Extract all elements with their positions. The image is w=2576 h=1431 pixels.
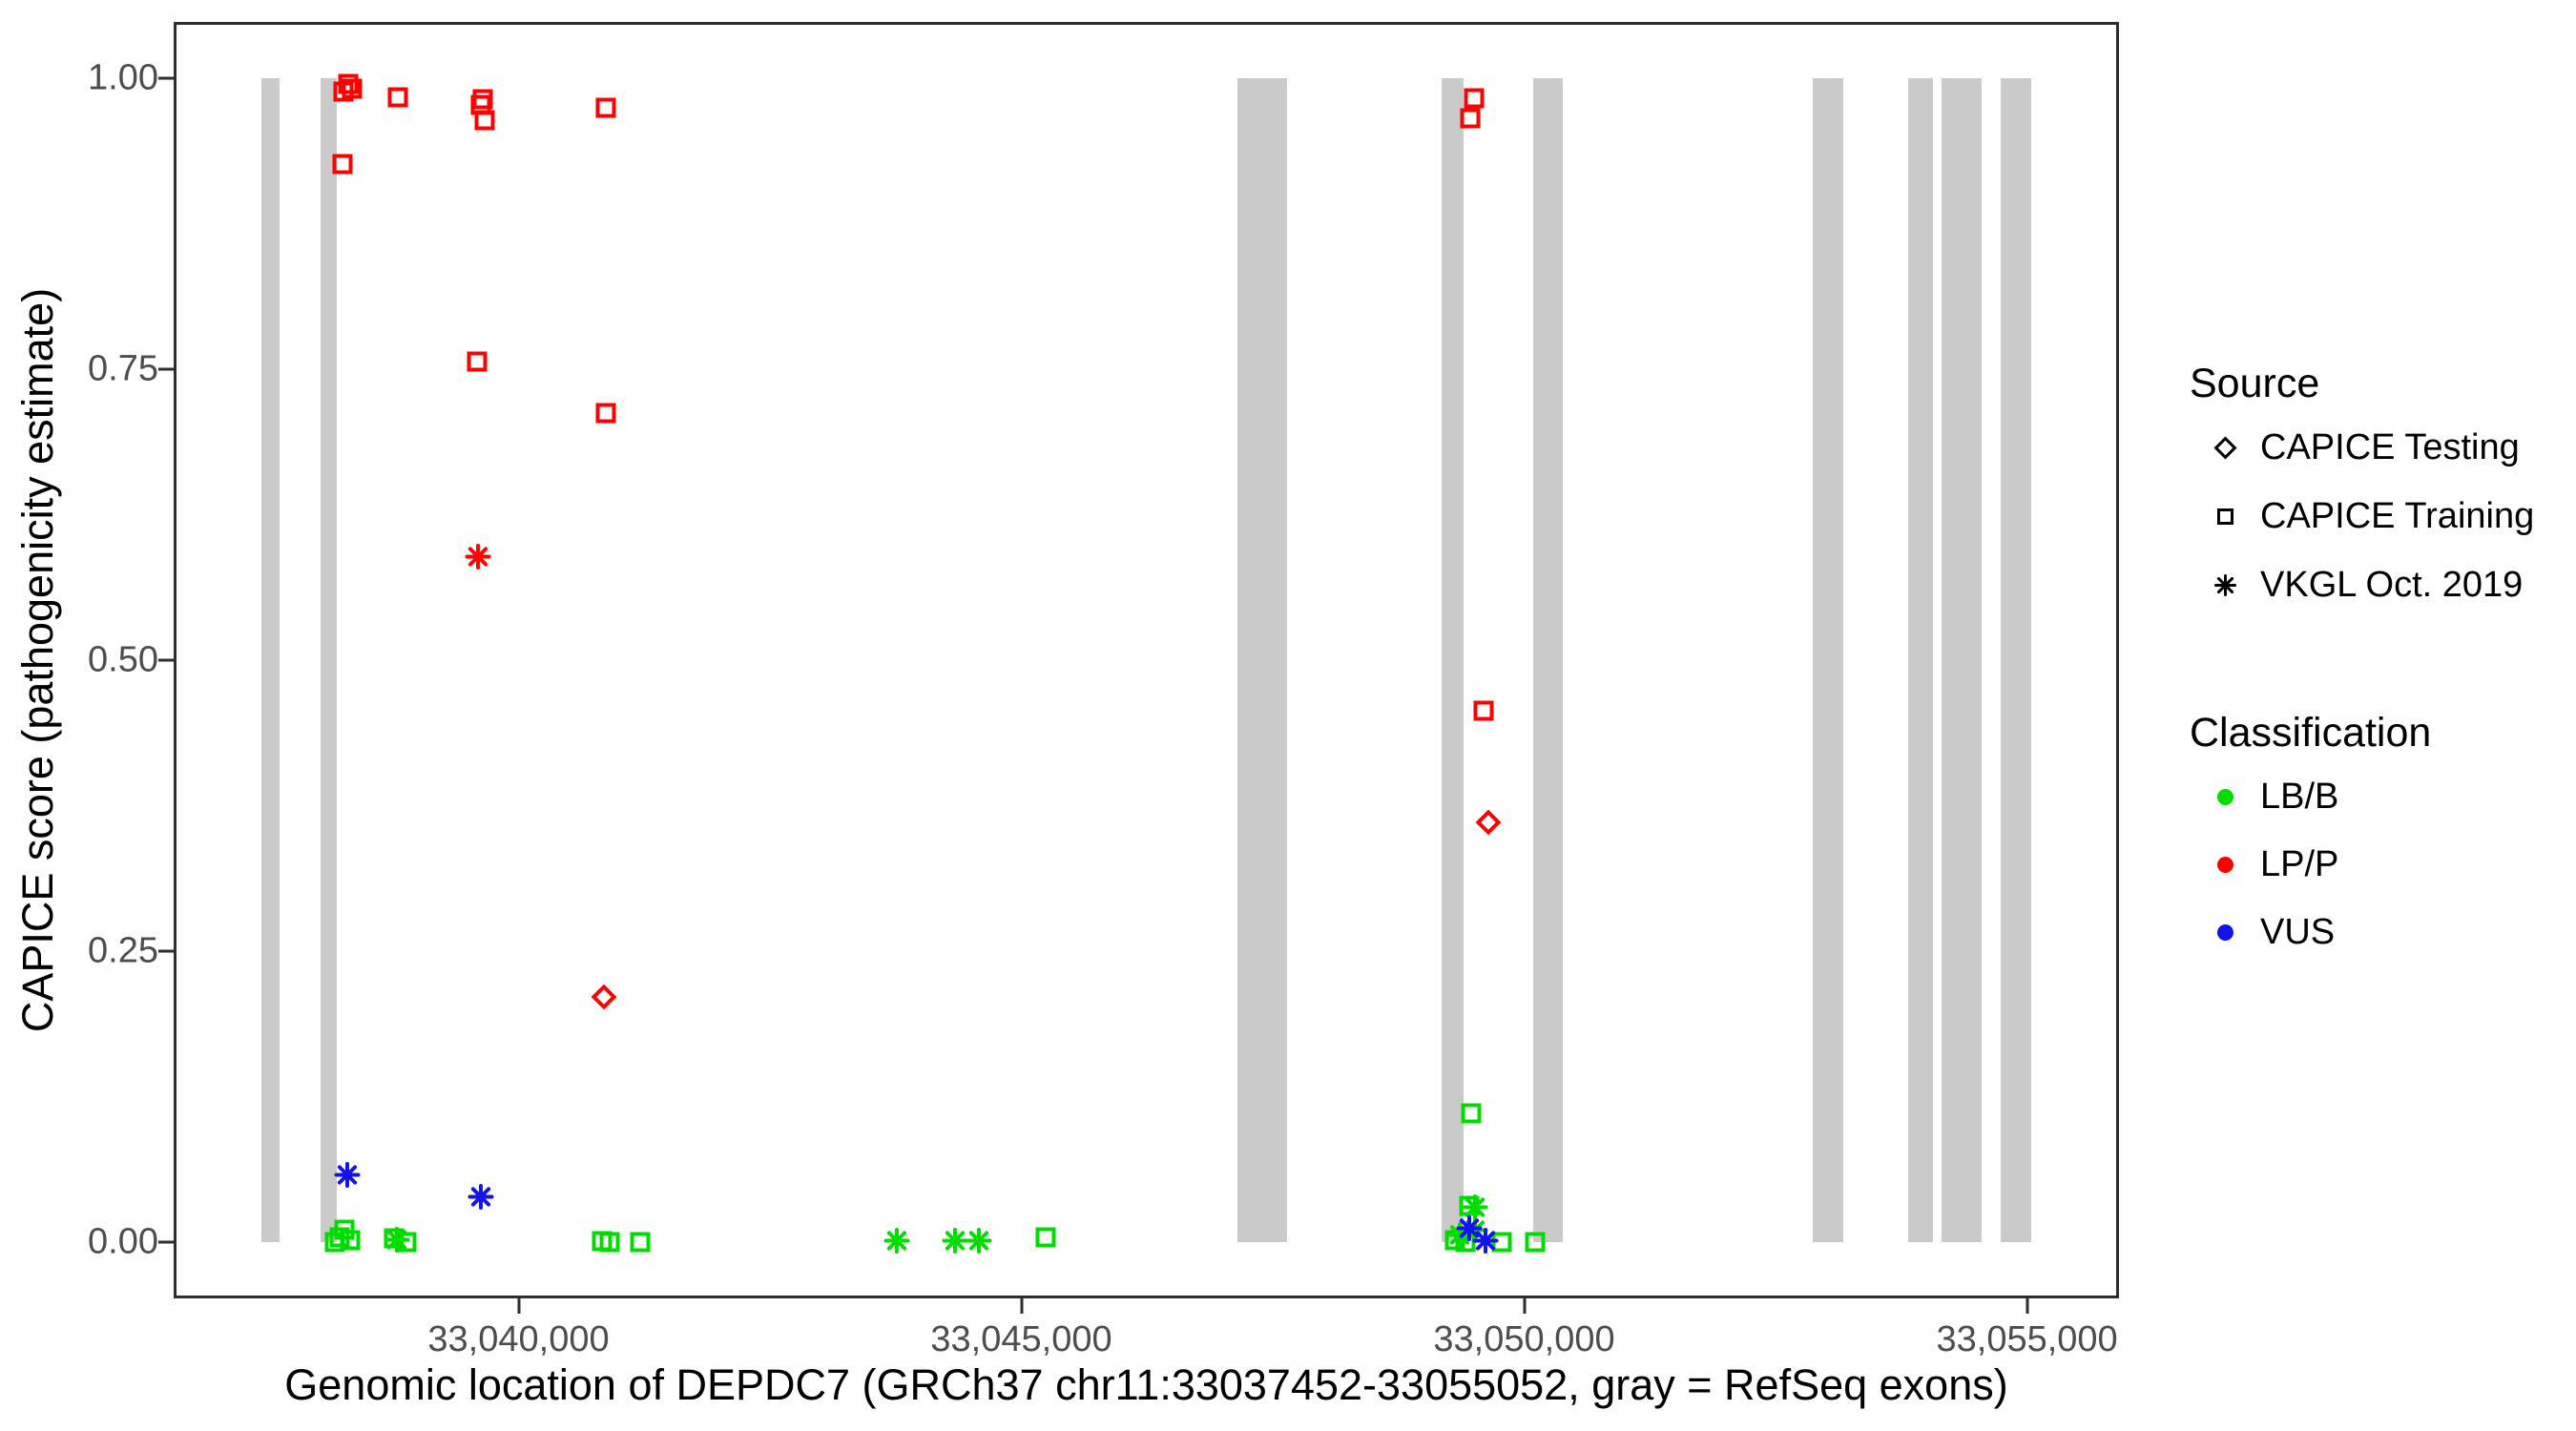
data-point-square — [329, 1227, 350, 1248]
data-point-square — [467, 351, 488, 371]
refseq-exon-bar — [1532, 78, 1563, 1242]
legend-source-title: Source — [2190, 361, 2320, 406]
data-point-square — [595, 403, 615, 424]
square-icon — [2216, 508, 2233, 525]
data-point-asterisk — [966, 1228, 992, 1255]
data-point-square — [1525, 1232, 1545, 1253]
data-point-square — [1444, 1230, 1465, 1250]
data-point-square — [1461, 1103, 1482, 1123]
y-tick-mark — [158, 949, 174, 953]
data-point-asterisk — [1456, 1214, 1483, 1241]
data-point-square — [387, 87, 408, 108]
legend-item-source: CAPICE Testing — [2190, 413, 2520, 482]
dot-icon — [2216, 788, 2233, 805]
y-tick-mark — [158, 76, 174, 80]
y-tick-mark — [158, 1240, 174, 1244]
data-point-square — [1473, 700, 1493, 720]
data-point-square — [342, 78, 363, 99]
legend-key — [2190, 856, 2260, 873]
legend-key — [2190, 508, 2260, 525]
legend-item-classification: VUS — [2190, 898, 2335, 966]
data-point-square — [332, 154, 353, 175]
refseq-exon-bar — [1441, 78, 1465, 1242]
data-point-asterisk — [467, 1183, 494, 1210]
data-point-diamond — [1475, 809, 1501, 836]
legend-item-source: CAPICE Training — [2190, 482, 2534, 550]
y-axis-title: CAPICE score (pathogenicity estimate) — [13, 287, 62, 1033]
legend-item-source: VKGL Oct. 2019 — [2190, 550, 2523, 619]
legend-key — [2190, 435, 2260, 460]
legend-item-label: VUS — [2260, 911, 2336, 952]
data-point-square — [474, 110, 495, 131]
data-point-square — [1464, 88, 1485, 109]
refseq-exon-bar — [1942, 78, 1983, 1242]
refseq-exon-bar — [1812, 78, 1844, 1242]
refseq-exon-bar — [2001, 78, 2032, 1242]
refseq-exon-bar — [1237, 78, 1287, 1242]
data-point-square — [595, 97, 615, 117]
data-point-asterisk — [1462, 1193, 1488, 1220]
y-tick-label: 0.25 — [88, 930, 158, 971]
legend-item-label: VKGL Oct. 2019 — [2260, 564, 2524, 605]
refseq-exon-bar — [260, 78, 280, 1242]
legend-item-classification: LB/B — [2190, 762, 2338, 831]
legend-item-label: LB/B — [2260, 776, 2339, 817]
data-point-square — [1035, 1227, 1056, 1248]
data-point-asterisk — [465, 543, 491, 570]
x-tick-label: 33,040,000 — [427, 1319, 610, 1359]
x-tick-label: 33,050,000 — [1433, 1319, 1615, 1359]
data-point-square — [1460, 108, 1481, 128]
legend-key — [2190, 923, 2260, 941]
data-point-asterisk — [883, 1228, 910, 1255]
y-tick-mark — [158, 658, 174, 662]
data-point-square — [630, 1232, 651, 1253]
x-tick-mark — [2025, 1298, 2029, 1314]
asterisk-icon — [2213, 573, 2236, 596]
data-point-square — [599, 1232, 620, 1253]
legend-item-label: LP/P — [2260, 843, 2339, 884]
data-point-diamond — [591, 984, 616, 1010]
diamond-icon — [2212, 435, 2237, 460]
refseq-exon-bar — [1908, 78, 1933, 1242]
y-tick-label: 1.00 — [88, 57, 158, 98]
data-point-square — [472, 89, 493, 110]
dot-icon — [2216, 923, 2233, 941]
x-tick-label: 33,045,000 — [930, 1319, 1112, 1359]
legend-classification-title: Classification — [2190, 710, 2432, 756]
data-point-asterisk — [384, 1227, 410, 1253]
x-tick-mark — [1020, 1298, 1023, 1314]
data-point-asterisk — [942, 1228, 968, 1255]
x-tick-mark — [517, 1298, 520, 1314]
legend-key — [2190, 788, 2260, 805]
x-axis-title: Genomic location of DEPDC7 (GRCh37 chr11… — [284, 1360, 2008, 1409]
legend-key — [2190, 573, 2260, 596]
data-point-asterisk — [334, 1161, 361, 1188]
data-point-asterisk — [1472, 1228, 1498, 1255]
data-point-square — [340, 1230, 360, 1250]
legend-item-label: CAPICE Testing — [2260, 426, 2520, 467]
y-tick-label: 0.75 — [88, 348, 158, 389]
y-tick-mark — [158, 367, 174, 371]
x-tick-label: 33,055,000 — [1936, 1319, 2118, 1359]
legend-item-label: CAPICE Training — [2260, 495, 2535, 536]
y-tick-label: 0.00 — [88, 1221, 158, 1262]
y-tick-label: 0.50 — [88, 639, 158, 680]
legend-item-classification: LP/P — [2190, 830, 2338, 899]
x-tick-mark — [1523, 1298, 1526, 1314]
plot-panel — [174, 22, 2119, 1298]
dot-icon — [2216, 856, 2233, 873]
refseq-exon-bar — [320, 78, 337, 1242]
